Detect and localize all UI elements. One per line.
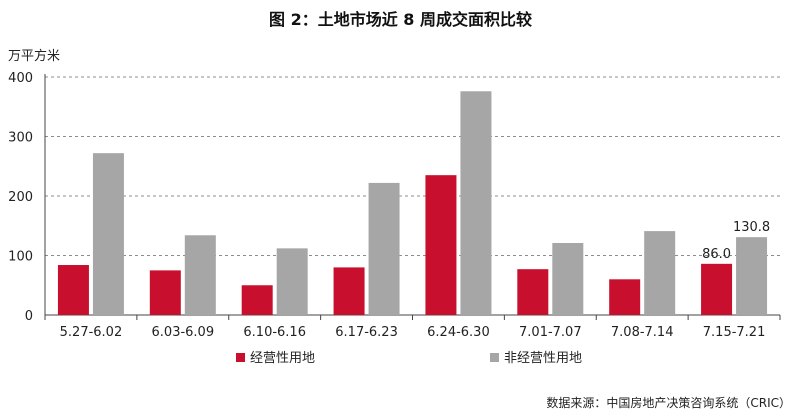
bar [368, 182, 400, 315]
bar [57, 265, 89, 315]
bar [333, 267, 365, 315]
x-tick-label: 7.15-7.21 [703, 325, 766, 340]
legend-label: 非经营性用地 [504, 351, 582, 366]
legend-label: 经营性用地 [250, 351, 315, 366]
bar [184, 235, 216, 315]
bar [644, 231, 676, 315]
legend: 经营性用地 非经营性用地 [236, 351, 582, 366]
bars [57, 91, 768, 315]
y-tick-label: 100 [8, 250, 33, 265]
x-tick-label: 6.10-6.16 [243, 325, 306, 340]
bar [425, 175, 457, 315]
y-tick-label: 0 [25, 309, 33, 324]
labels: 0 100 200 300 400 5.27-6.02 6.03-6.09 6.10-6.16… [8, 71, 770, 340]
bar [517, 269, 549, 315]
bar [701, 263, 733, 315]
x-tick-label: 5.27-6.02 [60, 325, 123, 340]
y-tick-label: 300 [8, 131, 33, 146]
data-label: 130.8 [733, 220, 770, 235]
bar [552, 243, 584, 315]
y-tick-label: 400 [8, 71, 33, 86]
x-tick-label: 6.17-6.23 [335, 325, 398, 340]
x-tick-label: 6.24-6.30 [427, 325, 490, 340]
x-tick-label: 6.03-6.09 [152, 325, 215, 340]
chart-title: 图 2：土地市场近 8 周成交面积比较 [269, 10, 532, 29]
y-tick-label: 200 [8, 190, 33, 205]
source-note: 数据来源：中国房地产决策咨询系统（CRIC） [546, 396, 791, 410]
bar [609, 279, 641, 315]
x-tick-label: 7.01-7.07 [519, 325, 582, 340]
legend-swatch [236, 353, 245, 362]
bar [149, 270, 181, 315]
bar [241, 285, 273, 315]
legend-swatch [490, 353, 499, 362]
data-label: 86.0 [702, 247, 731, 262]
bar [460, 91, 492, 315]
bar [736, 237, 768, 315]
x-tick-label: 7.08-7.14 [611, 325, 674, 340]
bar [92, 153, 124, 315]
bar [276, 248, 308, 315]
y-axis-unit-label: 万平方米 [8, 48, 60, 64]
grid-lines [45, 76, 780, 256]
